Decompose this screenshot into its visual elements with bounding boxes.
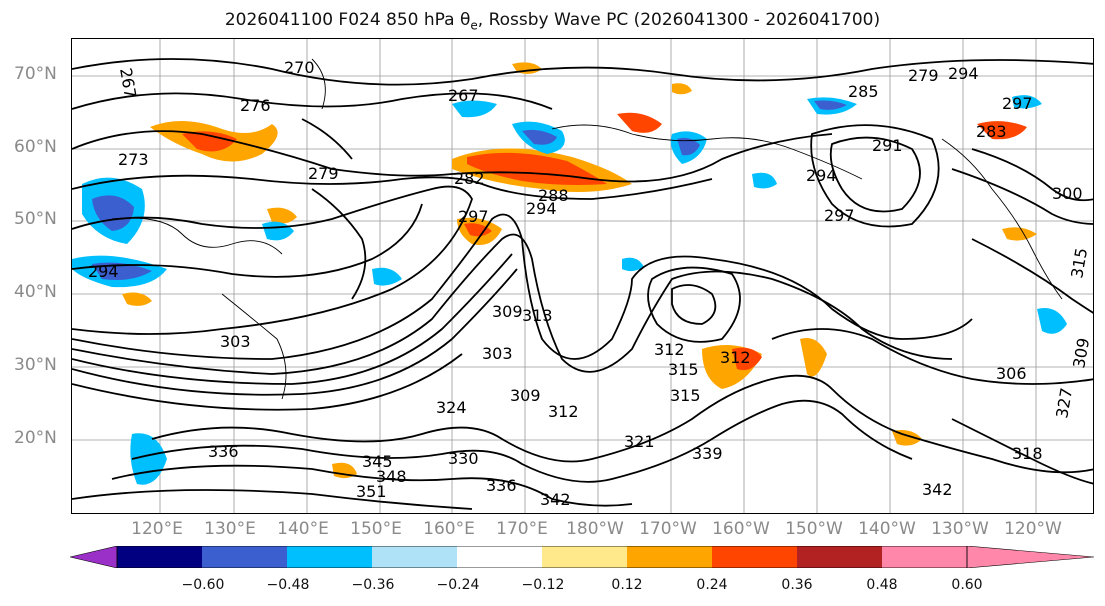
contour-label: 313 [522, 306, 553, 325]
contour-label-group: 267 270 276 267 273 279 282 288 294 297 … [88, 58, 1093, 509]
contour-label: 324 [436, 398, 467, 417]
lon-label: 130°E [204, 519, 256, 539]
title-suffix: , Rossby Wave PC (2026041300 - 202604170… [477, 10, 881, 30]
graticule [72, 39, 1093, 513]
lat-label-70n: 70°N [14, 64, 57, 84]
contour-label: 283 [976, 122, 1007, 141]
colorbar-tick: 0.60 [951, 577, 983, 593]
contour-label: 294 [948, 64, 979, 83]
colorbar-segment [457, 546, 542, 568]
colorbar-tick: 0.36 [781, 577, 813, 593]
contour-label: 309 [492, 302, 523, 321]
contour-label: 285 [848, 82, 879, 101]
lon-label: 130°W [931, 519, 989, 539]
contour-label: 312 [720, 348, 751, 367]
contour-label: 309 [1069, 336, 1093, 369]
colorbar-segment [882, 546, 967, 568]
contour-label: 312 [654, 340, 685, 359]
colorbar-tick: −0.36 [351, 577, 395, 593]
lon-label: 180°W [566, 519, 624, 539]
colorbar-segment [372, 546, 457, 568]
colorbar-tick: −0.48 [266, 577, 310, 593]
contour-label: 306 [996, 364, 1027, 383]
colorbar-tick: −0.60 [181, 577, 225, 593]
contour-label: 279 [908, 66, 939, 85]
contour-label: 291 [872, 136, 903, 155]
lat-label-40n: 40°N [14, 282, 57, 302]
lon-label: 150°W [785, 519, 843, 539]
contour-label: 318 [1012, 444, 1043, 463]
colorbar-tick: −0.12 [521, 577, 565, 593]
contour-label: 315 [1067, 246, 1091, 279]
contour-label: 339 [692, 444, 723, 463]
colorbar-segment [202, 546, 287, 568]
map-title: 2026041100 F024 850 hPa θe, Rossby Wave … [0, 10, 1105, 32]
contour-label: 294 [88, 262, 119, 281]
lon-label: 140°W [858, 519, 916, 539]
lon-label: 170°W [639, 519, 697, 539]
contour-label: 279 [308, 164, 339, 183]
colorbar-segment [627, 546, 712, 568]
title-subscript: e [470, 18, 478, 33]
contour-label: 348 [376, 467, 407, 486]
contour-label: 315 [668, 360, 699, 379]
contour-label: 273 [118, 150, 149, 169]
lat-label-50n: 50°N [14, 209, 57, 229]
contour-label: 297 [1002, 94, 1033, 113]
colorbar-segment [117, 546, 202, 568]
contour-label: 303 [220, 332, 251, 351]
contour-label: 267 [448, 86, 479, 105]
lon-label: 160°E [423, 519, 475, 539]
colorbar-segment [542, 546, 627, 568]
contour-label: 312 [548, 402, 579, 421]
colorbar-segment [287, 546, 372, 568]
contour-label: 270 [284, 58, 315, 77]
contour-label: 297 [824, 206, 855, 225]
colorbar-segment [966, 546, 1094, 568]
lon-label: 160°W [712, 519, 770, 539]
colorbar-tick: −0.24 [436, 577, 480, 593]
title-prefix: 2026041100 F024 850 hPa θ [224, 10, 471, 30]
contour-label: 288 [538, 186, 569, 205]
positive-anomaly-shading [122, 62, 1037, 479]
contour-label: 294 [526, 199, 557, 218]
colorbar-tick: 0.48 [866, 577, 898, 593]
contour-label: 309 [510, 386, 541, 405]
lon-label: 120°W [1004, 519, 1062, 539]
colorbar-tick: 0.24 [696, 577, 728, 593]
contour-label: 345 [362, 452, 393, 471]
contour-label: 294 [806, 166, 837, 185]
contour-label: 300 [1052, 184, 1083, 203]
contour-label: 315 [670, 386, 701, 405]
contour-label: 303 [482, 344, 513, 363]
contour-label: 336 [486, 476, 517, 495]
contour-label: 321 [624, 432, 655, 451]
lon-label: 140°E [277, 519, 329, 539]
lat-label-60n: 60°N [14, 137, 57, 157]
lon-label: 170°E [496, 519, 548, 539]
contour-label: 342 [540, 490, 571, 509]
theta-e-contours [72, 58, 1093, 510]
colorbar [70, 546, 1094, 568]
contour-label: 351 [356, 482, 387, 501]
contour-label: 282 [454, 169, 485, 188]
contour-label: 267 [116, 66, 140, 99]
lon-label: 120°E [131, 519, 183, 539]
contour-label: 327 [1052, 386, 1076, 419]
coastlines [111, 58, 1063, 400]
weather-map: 267 270 276 267 273 279 282 288 294 297 … [71, 38, 1094, 514]
lat-label-20n: 20°N [14, 428, 57, 448]
contour-label: 330 [448, 449, 479, 468]
colorbar-tick: 0.12 [611, 577, 643, 593]
colorbar-segment [712, 546, 797, 568]
colorbar-segment [70, 546, 118, 568]
contour-label: 276 [240, 96, 271, 115]
colorbar-segment [797, 546, 882, 568]
contour-label: 336 [208, 442, 239, 461]
lon-label: 150°E [350, 519, 402, 539]
contour-label: 342 [922, 480, 953, 499]
contour-label: 297 [458, 207, 489, 226]
lat-label-30n: 30°N [14, 355, 57, 375]
